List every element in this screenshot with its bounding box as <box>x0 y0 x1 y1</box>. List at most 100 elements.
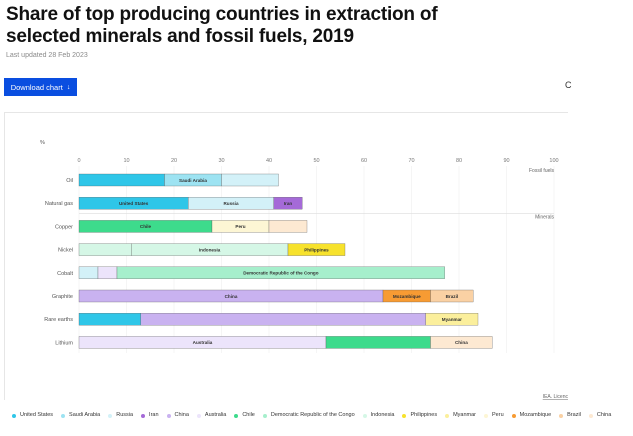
download-chart-label: Download chart <box>10 82 63 92</box>
segment-label: Peru <box>235 224 245 229</box>
bar-segment <box>140 313 426 326</box>
x-tick-label: 10 <box>123 158 129 164</box>
x-tick-label: 70 <box>408 158 414 164</box>
legend-label: Chile <box>242 412 255 418</box>
bar-segment <box>273 197 303 210</box>
legend-label: Iran <box>149 412 159 418</box>
chart-legend: United States Saudi Arabia Russia Iran China… <box>12 410 622 423</box>
category-label: Oil <box>66 178 73 184</box>
legend-label: Mozambique <box>519 412 552 418</box>
segment-label: Chile <box>140 224 152 229</box>
legend-label: Australia <box>204 412 227 418</box>
legend-label: China <box>596 412 612 418</box>
edge-glyph: C <box>565 80 572 90</box>
category-label: Rare earths <box>44 317 73 323</box>
bar-segment <box>78 173 165 187</box>
legend-swatch <box>588 413 593 418</box>
last-updated: Last updated 28 Feb 2023 <box>6 52 88 59</box>
segment-label: Democratic Republic of the Congo <box>243 271 318 276</box>
legend-swatch <box>362 413 367 418</box>
category-label: Natural gas <box>45 201 73 207</box>
legend-item[interactable]: China <box>166 410 189 421</box>
category-label: Cobalt <box>57 271 73 277</box>
legend-swatch <box>196 413 201 418</box>
x-tick-label: 20 <box>171 158 177 164</box>
legend-swatch <box>166 413 171 418</box>
legend-item[interactable]: Mozambique <box>511 410 552 421</box>
legend-item[interactable]: Democratic Republic of the Congo <box>262 410 355 421</box>
bar-segment <box>287 243 346 256</box>
legend-swatch <box>402 413 407 418</box>
segment-label: Iran <box>284 201 293 206</box>
legend-swatch <box>108 413 113 418</box>
legend-swatch <box>484 413 489 418</box>
legend-item[interactable]: Saudi Arabia <box>61 410 100 421</box>
chart-svg: % 0 10 20 30 40 50 60 70 80 90 100 Fossil fuels Miner… <box>40 140 569 400</box>
legend-swatch <box>141 413 146 418</box>
legend-swatch <box>262 413 267 418</box>
legend-item[interactable]: United States <box>12 410 53 421</box>
group-label: Fossil fuels <box>529 168 555 174</box>
legend-swatch <box>61 413 66 418</box>
segment-label: Australia <box>193 340 213 345</box>
download-arrow-icon: ↓ <box>66 83 71 91</box>
x-tick-label: 60 <box>361 158 367 164</box>
bar-segment <box>116 266 445 279</box>
category-label: Lithium <box>55 340 73 346</box>
segment-label: United States <box>119 201 149 206</box>
x-tick-label: 0 <box>77 158 80 164</box>
legend-item[interactable]: Peru <box>484 410 504 421</box>
segment-label: Myanmar <box>442 317 462 322</box>
legend-item[interactable]: Australia <box>196 410 227 421</box>
bar-segment <box>430 336 493 349</box>
bar-segment <box>425 313 479 326</box>
page-title: Share of top producing countries in extr… <box>6 4 438 47</box>
legend-label: China <box>174 412 189 418</box>
legend-item[interactable]: China <box>588 410 612 421</box>
category-label: Nickel <box>58 248 73 254</box>
x-tick-label: 100 <box>549 158 558 164</box>
legend-label: Democratic Republic of the Congo <box>270 412 355 418</box>
legend-item[interactable]: Philippines <box>402 410 437 421</box>
legend-swatch <box>12 413 16 418</box>
group-label: Minerals <box>535 214 554 220</box>
legend-label: Indonesia <box>370 412 395 418</box>
x-tick-label: 90 <box>503 158 509 164</box>
legend-item[interactable]: Myanmar <box>445 410 476 421</box>
segment-label: Saudi Arabia <box>179 178 207 183</box>
bar-segment <box>221 173 279 187</box>
legend-swatch <box>511 413 516 418</box>
bar-segment <box>268 220 308 233</box>
segment-label: Indonesia <box>199 247 221 252</box>
legend-label: Myanmar <box>453 412 477 418</box>
legend-label: United States <box>20 412 54 418</box>
segment-label: Russia <box>223 201 239 206</box>
x-tick-label: 30 <box>218 158 224 164</box>
x-tick-label: 80 <box>456 158 462 164</box>
legend-swatch <box>559 413 564 418</box>
source-link[interactable]: IEA. Licenc <box>543 394 569 400</box>
legend-item[interactable]: Indonesia <box>362 410 395 421</box>
bar-segment <box>325 336 431 349</box>
y-axis-unit-label: % <box>40 140 45 146</box>
legend-item[interactable]: Iran <box>141 410 159 421</box>
category-label: Graphite <box>52 294 73 300</box>
category-label: Copper <box>55 224 73 230</box>
bar-segment <box>78 243 132 256</box>
legend-label: Peru <box>492 412 504 418</box>
segment-label: China <box>225 294 238 299</box>
chart-frame: % 0 10 20 30 40 50 60 70 80 90 100 Fossil fuels Miner… <box>4 112 568 400</box>
legend-label: Philippines <box>410 412 438 418</box>
x-tick-label: 40 <box>266 158 272 164</box>
bar-segment <box>78 266 99 279</box>
legend-label: Russia <box>116 412 134 418</box>
download-chart-button[interactable]: Download chart ↓ <box>4 78 77 96</box>
bar-segment <box>78 313 141 326</box>
bar-segment <box>430 289 474 303</box>
legend-label: Brazil <box>567 412 581 418</box>
legend-item[interactable]: Russia <box>108 410 133 421</box>
segment-label: Brazil <box>446 294 459 299</box>
legend-item[interactable]: Brazil <box>559 410 581 421</box>
x-tick-label: 50 <box>313 158 319 164</box>
legend-item[interactable]: Chile <box>234 410 255 421</box>
